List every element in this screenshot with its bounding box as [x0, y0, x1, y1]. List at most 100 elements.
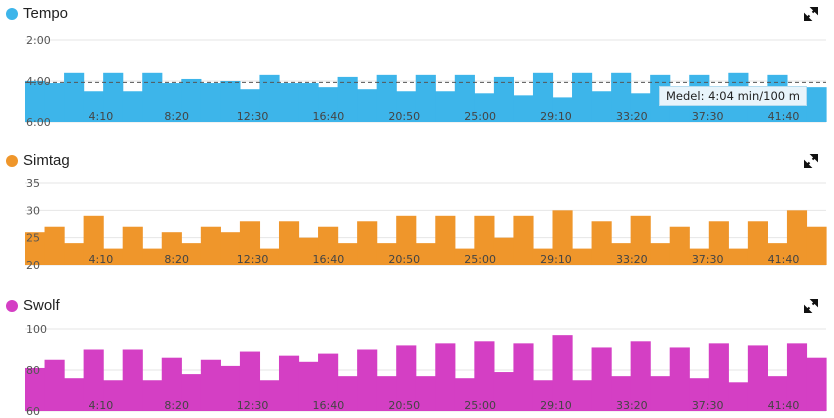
bar [200, 359, 221, 411]
bar [181, 374, 202, 411]
bar [161, 83, 182, 122]
bar [728, 248, 749, 265]
bar [142, 380, 163, 411]
bar [278, 83, 300, 122]
x-tick-label: 16:40 [313, 253, 345, 266]
bar [220, 81, 241, 122]
bar [83, 215, 104, 265]
x-tick-label: 12:30 [237, 399, 269, 412]
tempo-chart: 2:00 4:00 6:00 4:10 8:20 12:30 16:40 20:50 25:00… [25, 34, 827, 126]
x-tick-label: 25:00 [464, 110, 496, 123]
bar [415, 243, 436, 265]
bar [64, 243, 85, 265]
bar [806, 226, 827, 265]
bar [572, 380, 593, 411]
bar [64, 378, 85, 411]
bar [103, 72, 124, 122]
x-tick-label: 33:20 [616, 399, 648, 412]
expand-icon[interactable] [804, 299, 818, 313]
bar [318, 87, 339, 122]
tempo-legend-dot [6, 8, 18, 20]
expand-icon[interactable] [804, 154, 818, 168]
bar [337, 376, 358, 411]
y-tick-label: 30 [26, 204, 40, 217]
bar [259, 74, 280, 122]
bar [435, 91, 456, 122]
y-tick-label: 4:00 [26, 75, 51, 88]
bar [493, 372, 515, 411]
bar [318, 353, 339, 411]
bar [591, 347, 612, 411]
bar [747, 221, 768, 265]
bar [376, 243, 397, 265]
bar [396, 215, 417, 265]
bar [142, 248, 163, 265]
bar [298, 237, 319, 265]
bar [611, 376, 632, 411]
bar [591, 91, 612, 122]
bar [493, 237, 515, 265]
x-tick-label: 41:40 [768, 399, 800, 412]
x-tick-label: 37:30 [692, 110, 724, 123]
bar [376, 74, 397, 122]
x-tick-label: 29:10 [540, 110, 572, 123]
x-tick-label: 25:00 [464, 253, 496, 266]
swolf-header: Swolf [0, 296, 834, 316]
y-tick-label: 60 [26, 405, 40, 415]
bar [591, 221, 612, 265]
bar [83, 91, 104, 122]
x-tick-label: 25:00 [464, 399, 496, 412]
bar [552, 210, 573, 265]
bar [572, 248, 593, 265]
bar [435, 343, 456, 411]
simtag-panel: Simtag 20 25 30 35 4:10 8:20 12:30 16:40 20:50 25… [0, 151, 834, 271]
y-tick-label: 25 [26, 232, 40, 245]
bar [83, 349, 104, 411]
bar [396, 345, 417, 411]
bar [396, 91, 417, 122]
bar [122, 349, 143, 411]
expand-icon-glyph [804, 154, 818, 168]
bar [357, 349, 378, 411]
bar [493, 76, 515, 122]
simtag-header: Simtag [0, 151, 834, 171]
bar [650, 243, 671, 265]
bar [298, 83, 319, 122]
x-tick-label: 8:20 [164, 399, 189, 412]
bar [44, 83, 65, 122]
bar [513, 343, 534, 411]
bar [44, 226, 65, 265]
bar [200, 226, 221, 265]
tempo-title: Tempo [23, 5, 69, 22]
x-tick-label: 20:50 [388, 110, 420, 123]
bar [44, 359, 65, 411]
bar [767, 376, 788, 411]
bar [122, 226, 143, 265]
x-tick-label: 16:40 [313, 399, 345, 412]
bar [708, 221, 729, 265]
bar [806, 87, 827, 122]
simtag-legend-dot [6, 155, 18, 167]
bar [357, 221, 378, 265]
x-tick-label: 33:20 [616, 253, 648, 266]
bar [25, 232, 46, 265]
x-tick-label: 8:20 [164, 110, 189, 123]
bar [181, 78, 202, 122]
swolf-legend-dot [6, 300, 18, 312]
x-tick-label: 37:30 [692, 253, 724, 266]
x-tick-label: 8:20 [164, 253, 189, 266]
x-tick-label: 41:40 [768, 253, 800, 266]
bar [435, 215, 456, 265]
expand-icon[interactable] [804, 7, 818, 21]
bar [611, 72, 632, 122]
x-tick-label: 33:20 [616, 110, 648, 123]
bar [415, 74, 436, 122]
bar [357, 89, 378, 122]
bar [337, 243, 358, 265]
bar [513, 95, 534, 122]
bar [474, 341, 495, 411]
bar [259, 380, 280, 411]
x-tick-label: 20:50 [388, 399, 420, 412]
bar [25, 367, 46, 411]
bar [689, 248, 710, 265]
